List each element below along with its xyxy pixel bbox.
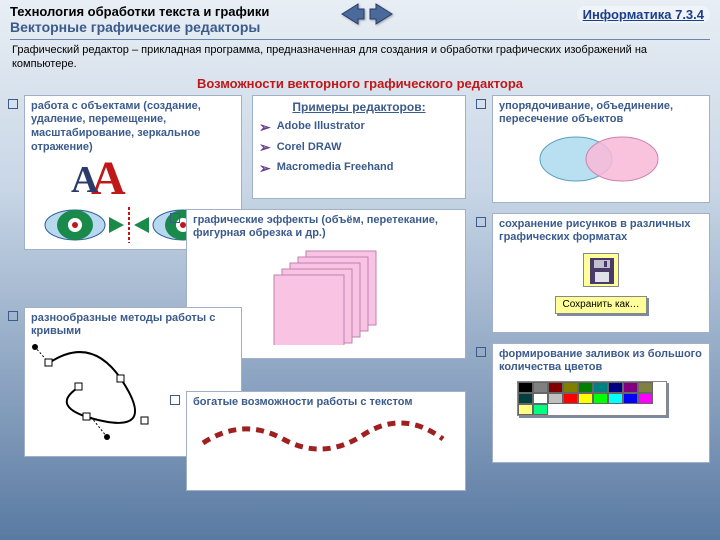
chapter-link[interactable]: Информатика 7.3.4 — [577, 6, 710, 23]
chevron-icon: ➢ — [259, 119, 271, 137]
chevron-icon: ➢ — [259, 160, 271, 178]
letter-aa-graphic: АА — [31, 155, 235, 203]
swatch[interactable] — [548, 393, 563, 404]
swatch[interactable] — [533, 382, 548, 393]
box-ordering: упорядочивание, объединение, пересечение… — [492, 95, 710, 203]
swatch[interactable] — [623, 393, 638, 404]
box-save-text: сохранение рисунков в различных графичес… — [499, 218, 691, 244]
bullet-icon — [170, 213, 180, 223]
swatch[interactable] — [548, 382, 563, 393]
chevron-icon: ➢ — [259, 139, 271, 157]
swatch[interactable] — [533, 404, 548, 415]
swatch[interactable] — [578, 382, 593, 393]
swatch[interactable] — [578, 393, 593, 404]
swatch[interactable] — [563, 393, 578, 404]
box-objects-text: работа с объектами (создание, удаление, … — [31, 100, 201, 153]
intro-text: Графический редактор – прикладная програ… — [0, 44, 720, 74]
nav-arrows[interactable] — [340, 2, 394, 29]
swatch[interactable] — [593, 382, 608, 393]
swatch[interactable] — [593, 393, 608, 404]
bullet-icon — [8, 99, 18, 109]
swatch[interactable] — [518, 404, 533, 415]
swatch[interactable] — [518, 393, 533, 404]
box-fills-text: формирование заливок из большого количес… — [499, 348, 702, 374]
box-text-text: богатые возможности работы с текстом — [193, 396, 412, 408]
content-grid: работа с объектами (создание, удаление, … — [0, 95, 720, 535]
venn-graphic — [526, 131, 676, 187]
swatch[interactable] — [563, 382, 578, 393]
box-effects-text: графические эффекты (объём, перетекание,… — [193, 214, 438, 240]
bullet-icon — [170, 395, 180, 405]
box-examples: Примеры редакторов: ➢ Adobe Illustrator ➢… — [252, 95, 466, 199]
box-curves-text: разнообразные методы работы с кривыми — [31, 312, 215, 338]
swatch[interactable] — [608, 382, 623, 393]
save-as-button[interactable]: Сохранить как… — [555, 296, 646, 315]
example-item: Macromedia Freehand — [277, 161, 394, 175]
floppy-icon — [583, 253, 619, 287]
wavy-text-graphic — [193, 409, 453, 465]
box-text: богатые возможности работы с текстом — [186, 391, 466, 491]
examples-title: Примеры редакторов: — [259, 100, 459, 115]
swatch[interactable] — [518, 382, 533, 393]
bullet-icon — [8, 311, 18, 321]
examples-list: ➢ Adobe Illustrator ➢ Corel DRAW ➢ Macromed… — [259, 119, 459, 178]
box-ordering-text: упорядочивание, объединение, пересечение… — [499, 100, 673, 126]
swatch[interactable] — [608, 393, 623, 404]
example-item: Corel DRAW — [277, 141, 342, 155]
swatch[interactable] — [638, 382, 653, 393]
stack-graphic — [256, 245, 396, 345]
example-item: Adobe Illustrator — [277, 120, 365, 134]
swatch[interactable] — [638, 393, 653, 404]
bullet-icon — [476, 217, 486, 227]
header: Технология обработки текста и графики Ве… — [0, 0, 720, 37]
swatch[interactable] — [623, 382, 638, 393]
bullet-icon — [476, 347, 486, 357]
box-fills: формирование заливок из большого количес… — [492, 343, 710, 463]
swatch[interactable] — [533, 393, 548, 404]
box-save: сохранение рисунков в различных графичес… — [492, 213, 710, 333]
bullet-icon — [476, 99, 486, 109]
color-palette — [517, 381, 667, 416]
separator — [10, 39, 710, 40]
subheader: Возможности векторного графического реда… — [0, 76, 720, 91]
